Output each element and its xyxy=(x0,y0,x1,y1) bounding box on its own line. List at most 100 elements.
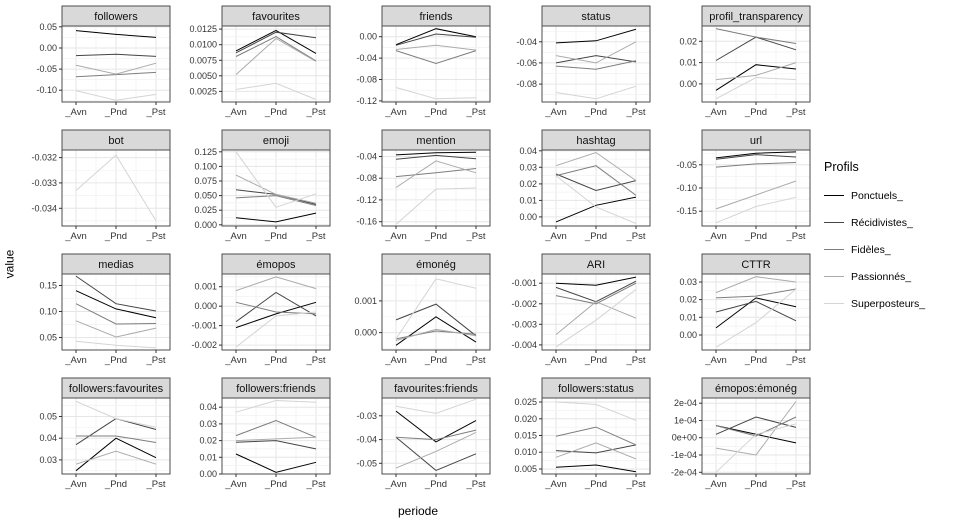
svg-text:_Pnd: _Pnd xyxy=(584,355,607,366)
svg-text:status: status xyxy=(581,11,611,23)
svg-text:-0.04: -0.04 xyxy=(356,53,377,63)
legend-entry-ponctuels: Ponctuels_ xyxy=(824,190,960,202)
svg-text:0.02: 0.02 xyxy=(519,179,537,189)
svg-text:0.05: 0.05 xyxy=(39,22,57,32)
plot-area: followers 0.05 0.00 -0.05 -0.10 _Avn _Pnd _Pst f… xyxy=(18,5,818,523)
svg-text:-0.033: -0.033 xyxy=(31,178,57,188)
svg-text:0.100: 0.100 xyxy=(194,161,217,171)
svg-text:-0.10: -0.10 xyxy=(36,85,57,95)
svg-text:0.015: 0.015 xyxy=(514,431,537,441)
svg-text:0.0025: 0.0025 xyxy=(189,86,217,96)
panel-svg: followers:status 0.025 0.020 0.015 0.010 0.00… xyxy=(514,377,651,490)
facet-panel-status: status -0.04 -0.06 -0.08 _Avn _Pnd _Pst xyxy=(498,5,658,129)
svg-text:-0.10: -0.10 xyxy=(676,183,697,193)
svg-text:0.005: 0.005 xyxy=(514,464,537,474)
svg-text:2e-04: 2e-04 xyxy=(674,398,697,408)
facet-panel-émonég: émonég 0.001 0.000 _Avn _Pnd _Pst xyxy=(338,253,498,377)
facet-panel-followers-friends: followers:friends 0.04 0.03 0.02 0.01 0.00 _Av… xyxy=(178,377,338,501)
svg-text:_Pst: _Pst xyxy=(305,479,325,490)
svg-text:favourites:friends: favourites:friends xyxy=(394,383,478,395)
legend-entry-superposteurs: Superposteurs_ xyxy=(824,298,960,310)
svg-text:-0.08: -0.08 xyxy=(356,75,377,85)
svg-text:followers:status: followers:status xyxy=(558,383,634,395)
svg-text:_Pst: _Pst xyxy=(145,231,165,242)
facet-panel-mention: mention -0.04 -0.08 -0.12 -0.16 _Avn _Pnd _Pst xyxy=(338,129,498,253)
svg-text:0.020: 0.020 xyxy=(514,414,537,424)
svg-text:_Pst: _Pst xyxy=(625,479,645,490)
svg-text:0.075: 0.075 xyxy=(194,176,217,186)
svg-text:0.0050: 0.0050 xyxy=(189,71,217,81)
svg-text:0.01: 0.01 xyxy=(679,58,697,68)
svg-text:_Pst: _Pst xyxy=(465,231,485,242)
svg-text:0.05: 0.05 xyxy=(39,412,57,422)
svg-text:_Avn: _Avn xyxy=(384,479,406,490)
svg-text:followers:friends: followers:friends xyxy=(236,383,316,395)
svg-text:_Pnd: _Pnd xyxy=(264,355,287,366)
svg-text:_Pnd: _Pnd xyxy=(744,231,767,242)
panel-svg: CTTR 0.03 0.02 0.01 0.00 _Avn _Pnd _Pst xyxy=(679,253,811,366)
svg-text:0.025: 0.025 xyxy=(194,205,217,215)
svg-text:_Avn: _Avn xyxy=(544,479,566,490)
svg-text:-2e-04: -2e-04 xyxy=(671,467,697,477)
svg-text:0.000: 0.000 xyxy=(194,220,217,230)
legend-entry-label: Superposteurs_ xyxy=(851,297,926,310)
svg-text:medias: medias xyxy=(98,259,134,271)
svg-text:-0.05: -0.05 xyxy=(356,458,377,468)
svg-text:émonég: émonég xyxy=(416,259,456,271)
svg-text:_Avn: _Avn xyxy=(704,479,726,490)
svg-text:mention: mention xyxy=(416,135,455,147)
panel-svg: émopos 0.001 0.000 -0.001 -0.002 _Avn _Pnd _Pst xyxy=(191,253,331,366)
svg-text:-0.12: -0.12 xyxy=(356,96,377,106)
svg-text:_Pst: _Pst xyxy=(785,355,805,366)
svg-text:_Pst: _Pst xyxy=(305,231,325,242)
legend-key-line xyxy=(824,249,844,250)
svg-text:_Pnd: _Pnd xyxy=(104,107,127,118)
svg-text:0.05: 0.05 xyxy=(39,333,57,343)
svg-text:_Avn: _Avn xyxy=(64,479,86,490)
svg-text:_Avn: _Avn xyxy=(704,355,726,366)
svg-text:profil_transparency: profil_transparency xyxy=(709,11,803,23)
svg-text:_Pnd: _Pnd xyxy=(584,231,607,242)
legend-entry-label: Récidivistes_ xyxy=(851,216,913,229)
svg-text:friends: friends xyxy=(419,11,453,23)
svg-text:0.001: 0.001 xyxy=(194,282,217,292)
legend-entry-label: Fidèles_ xyxy=(851,243,891,256)
svg-text:_Avn: _Avn xyxy=(544,107,566,118)
svg-text:0.050: 0.050 xyxy=(194,191,217,201)
facet-panel-favourites-friends: favourites:friends -0.03 -0.04 -0.05 _Avn _Pn… xyxy=(338,377,498,501)
svg-text:followers:favourites: followers:favourites xyxy=(69,383,164,395)
panel-svg: émonég 0.001 0.000 _Avn _Pnd _Pst xyxy=(354,253,491,366)
svg-text:_Pnd: _Pnd xyxy=(264,231,287,242)
svg-text:_Avn: _Avn xyxy=(704,231,726,242)
svg-text:_Avn: _Avn xyxy=(224,479,246,490)
legend-key-line xyxy=(824,222,844,223)
svg-text:_Pnd: _Pnd xyxy=(424,231,447,242)
svg-text:_Pst: _Pst xyxy=(785,107,805,118)
svg-text:0e+00: 0e+00 xyxy=(672,433,697,443)
facet-panel-followers: followers 0.05 0.00 -0.05 -0.10 _Avn _Pnd _Pst xyxy=(18,5,178,129)
svg-text:0.01: 0.01 xyxy=(519,195,537,205)
y-axis-title: value xyxy=(2,249,16,279)
legend-title: Profils xyxy=(824,159,859,174)
svg-text:_Avn: _Avn xyxy=(224,231,246,242)
panel-svg: bot -0.032 -0.033 -0.034 _Avn _Pnd _Pst xyxy=(31,129,171,242)
svg-text:_Pst: _Pst xyxy=(305,107,325,118)
svg-text:0.000: 0.000 xyxy=(354,328,377,338)
svg-text:0.01: 0.01 xyxy=(199,452,217,462)
svg-text:0.010: 0.010 xyxy=(514,447,537,457)
panel-svg: medias 0.15 0.10 0.05 _Avn _Pnd _Pst xyxy=(39,253,171,366)
svg-text:-0.004: -0.004 xyxy=(511,340,537,350)
svg-text:-0.06: -0.06 xyxy=(516,58,537,68)
legend-entry-passionnes: Passionnés_ xyxy=(824,271,960,283)
legend-entry-label: Ponctuels_ xyxy=(851,189,903,202)
panel-svg: followers:favourites 0.05 0.04 0.03 _Avn _Pnd… xyxy=(39,377,171,490)
svg-text:_Avn: _Avn xyxy=(224,107,246,118)
svg-text:_Avn: _Avn xyxy=(64,107,86,118)
svg-text:-0.15: -0.15 xyxy=(676,206,697,216)
svg-text:_Pst: _Pst xyxy=(465,479,485,490)
svg-text:_Pnd: _Pnd xyxy=(104,355,127,366)
svg-text:_Pnd: _Pnd xyxy=(744,107,767,118)
svg-text:_Pst: _Pst xyxy=(625,107,645,118)
facet-panel-followers-favourites: followers:favourites 0.05 0.04 0.03 _Avn _Pnd… xyxy=(18,377,178,501)
legend-key-line xyxy=(824,195,844,196)
